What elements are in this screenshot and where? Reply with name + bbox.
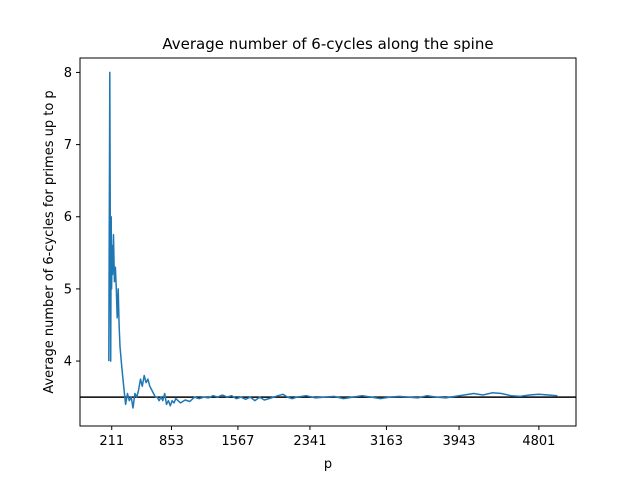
series-line [108, 71, 558, 409]
x-tick-label: 853 [159, 434, 184, 449]
x-axis: 211 853 1567 2341 3163 3943 4801 [99, 426, 555, 449]
plot-frame [79, 57, 577, 427]
y-axis: 4 5 6 7 8 [64, 66, 80, 370]
chart-title: Average number of 6-cycles along the spi… [162, 35, 493, 53]
x-tick-label: 211 [99, 434, 124, 449]
series-group [108, 71, 558, 409]
plot-area [79, 57, 577, 427]
x-tick-label: 4801 [522, 434, 555, 449]
x-tick-label: 2341 [293, 434, 326, 449]
x-axis-label: p [324, 457, 332, 472]
x-tick-label: 3163 [370, 434, 403, 449]
y-axis-label: Average number of 6-cycles for primes up… [42, 90, 57, 393]
y-tick-label: 5 [64, 282, 72, 297]
y-tick-label: 8 [64, 66, 72, 81]
y-tick-label: 7 [64, 138, 72, 153]
x-tick-label: 3943 [442, 434, 475, 449]
x-tick-label: 1567 [221, 434, 254, 449]
y-tick-label: 4 [64, 355, 72, 370]
y-tick-label: 6 [64, 210, 72, 225]
plot-background [80, 58, 576, 426]
